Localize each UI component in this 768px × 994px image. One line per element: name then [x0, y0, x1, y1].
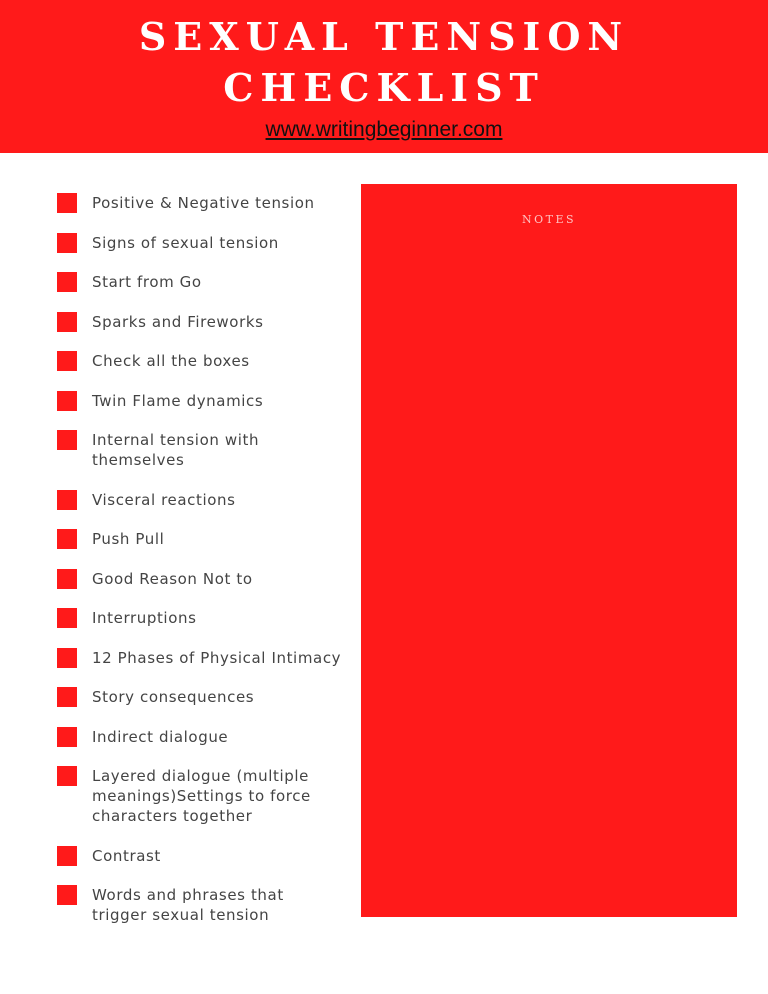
item-label: Contrast — [92, 846, 161, 865]
checklist-item: Indirect dialogue — [57, 726, 347, 747]
checklist: Positive & Negative tension Signs of sexu… — [57, 193, 347, 925]
checkbox[interactable] — [57, 311, 77, 332]
checkbox[interactable] — [57, 726, 77, 747]
item-label: Positive & Negative tension — [92, 194, 315, 212]
checkbox[interactable] — [57, 351, 77, 371]
title: SEXUAL TENSION — [138, 14, 630, 59]
checklist-item: Interruptions — [57, 608, 347, 628]
notes-box: NOTES — [361, 184, 737, 917]
checklist-item: Internal tension with themselves — [57, 430, 347, 470]
checklist-item: Twin Flame dynamics — [57, 390, 347, 411]
item-label: Good Reason Not to — [92, 569, 253, 588]
checklist-item: Sparks and Fireworks — [57, 311, 347, 332]
checkbox[interactable] — [57, 568, 77, 589]
item-label: Story consequences — [92, 688, 255, 706]
item-label: Signs of sexual tension — [92, 233, 279, 252]
item-label: 12 Phases of Physical Intimacy — [92, 648, 342, 667]
checkbox[interactable] — [57, 193, 77, 213]
title: CHECKLIST — [223, 65, 545, 110]
checklist-item: Visceral reactions — [57, 489, 347, 510]
item-label: Interruptions — [92, 609, 197, 627]
checkbox[interactable] — [57, 885, 77, 905]
checklist-item: Contrast — [57, 845, 347, 866]
item-label: Indirect dialogue — [92, 727, 229, 746]
item-label: Layered dialogue (multiple meanings)Sett… — [92, 767, 311, 825]
checklist-item: 12 Phases of Physical Intimacy — [57, 647, 347, 668]
checklist-item: Story consequences — [57, 687, 347, 707]
item-label: Start from Go — [92, 273, 202, 291]
checkbox[interactable] — [57, 272, 77, 292]
item-label: Sparks and Fireworks — [92, 312, 264, 331]
checkbox[interactable] — [57, 608, 77, 628]
notes-label: NOTES — [521, 213, 577, 226]
checklist-item: Good Reason Not to — [57, 568, 347, 589]
checklist-item: Start from Go — [57, 272, 347, 292]
checklist-item: Positive & Negative tension — [57, 193, 347, 213]
checklist-item: Signs of sexual tension — [57, 232, 347, 253]
checklist-item: Words and phrases that trigger sexual te… — [57, 885, 347, 925]
checklist-item: Check all the boxes — [57, 351, 347, 371]
item-label: Check all the boxes — [92, 352, 250, 370]
header: SEXUAL TENSION CHECKLIST www.writingbegi… — [0, 0, 768, 153]
url[interactable]: www.writingbeginner.com — [265, 118, 503, 141]
checkbox[interactable] — [57, 845, 77, 866]
item-label: Internal tension with themselves — [92, 431, 260, 469]
checklist-item: Push Pull — [57, 529, 347, 549]
item-label: Words and phrases that trigger sexual te… — [92, 886, 284, 924]
checkbox[interactable] — [57, 766, 77, 786]
checkbox[interactable] — [57, 489, 77, 510]
item-label: Twin Flame dynamics — [92, 391, 264, 410]
checklist-item: Layered dialogue (multiple meanings)Sett… — [57, 766, 347, 826]
item-label: Push Pull — [92, 530, 165, 548]
checkbox[interactable] — [57, 232, 77, 253]
item-label: Visceral reactions — [92, 490, 236, 509]
checkbox[interactable] — [57, 687, 77, 707]
checkbox[interactable] — [57, 390, 77, 411]
checkbox[interactable] — [57, 647, 77, 668]
checkbox[interactable] — [57, 430, 77, 450]
checkbox[interactable] — [57, 529, 77, 549]
